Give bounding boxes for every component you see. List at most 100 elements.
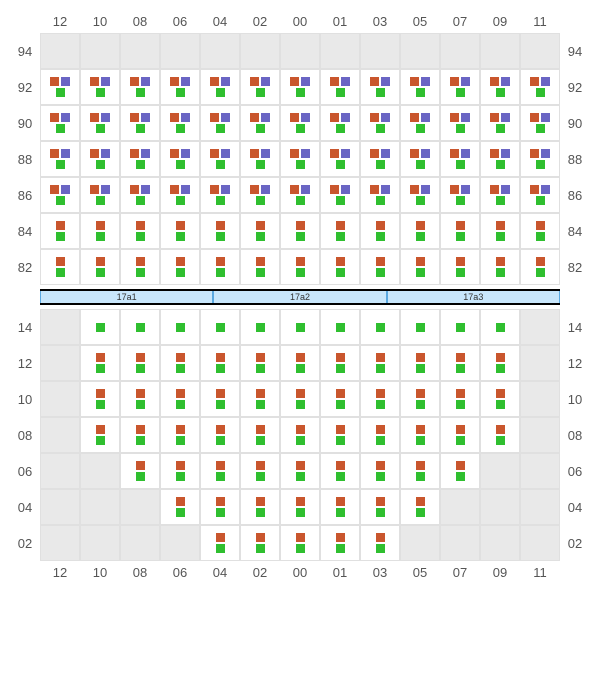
purple-marker bbox=[421, 149, 430, 158]
orange-marker bbox=[376, 389, 385, 398]
green-marker bbox=[176, 196, 185, 205]
orange-marker bbox=[450, 113, 459, 122]
orange-marker bbox=[290, 149, 299, 158]
row-label-left: 12 bbox=[10, 345, 40, 381]
orange-marker bbox=[490, 149, 499, 158]
orange-marker bbox=[256, 497, 265, 506]
green-marker bbox=[296, 400, 305, 409]
column-label: 09 bbox=[480, 10, 520, 33]
green-marker bbox=[456, 124, 465, 133]
grid-cell bbox=[280, 69, 320, 105]
grid-cell bbox=[320, 489, 360, 525]
grid-cell bbox=[360, 453, 400, 489]
green-marker bbox=[376, 323, 385, 332]
grid-cell bbox=[520, 213, 560, 249]
green-marker bbox=[416, 436, 425, 445]
grid-row: 0202 bbox=[10, 525, 590, 561]
grid-cell bbox=[360, 525, 400, 561]
green-marker bbox=[416, 268, 425, 277]
orange-marker bbox=[250, 113, 259, 122]
grid-cell bbox=[80, 381, 120, 417]
orange-marker bbox=[296, 497, 305, 506]
green-marker bbox=[96, 160, 105, 169]
purple-marker bbox=[381, 113, 390, 122]
orange-marker bbox=[170, 77, 179, 86]
grid-cell bbox=[240, 453, 280, 489]
green-marker bbox=[136, 268, 145, 277]
purple-marker bbox=[61, 113, 70, 122]
orange-marker bbox=[376, 257, 385, 266]
column-label: 03 bbox=[360, 10, 400, 33]
green-marker bbox=[456, 160, 465, 169]
row-label-left: 02 bbox=[10, 525, 40, 561]
grid-cell bbox=[160, 105, 200, 141]
grid-cell bbox=[520, 345, 560, 381]
grid-cell bbox=[480, 453, 520, 489]
grid-cell bbox=[480, 417, 520, 453]
row-label-left: 92 bbox=[10, 69, 40, 105]
orange-marker bbox=[496, 353, 505, 362]
green-marker bbox=[456, 436, 465, 445]
grid-cell bbox=[280, 213, 320, 249]
orange-marker bbox=[456, 461, 465, 470]
green-marker bbox=[456, 364, 465, 373]
green-marker bbox=[136, 323, 145, 332]
green-marker bbox=[96, 400, 105, 409]
orange-marker bbox=[530, 149, 539, 158]
grid-cell bbox=[40, 453, 80, 489]
column-label: 08 bbox=[120, 561, 160, 584]
orange-marker bbox=[296, 389, 305, 398]
green-marker bbox=[336, 160, 345, 169]
green-marker bbox=[176, 268, 185, 277]
green-marker bbox=[136, 160, 145, 169]
grid-cell bbox=[520, 417, 560, 453]
green-marker bbox=[96, 323, 105, 332]
orange-marker bbox=[496, 425, 505, 434]
row-label-left: 04 bbox=[10, 489, 40, 525]
grid-cell bbox=[520, 177, 560, 213]
grid-cell bbox=[400, 33, 440, 69]
green-marker bbox=[296, 364, 305, 373]
green-marker bbox=[56, 124, 65, 133]
grid-cell bbox=[80, 105, 120, 141]
green-marker bbox=[336, 472, 345, 481]
purple-marker bbox=[541, 149, 550, 158]
green-marker bbox=[456, 400, 465, 409]
grid-cell bbox=[120, 141, 160, 177]
orange-marker bbox=[296, 425, 305, 434]
green-marker bbox=[376, 364, 385, 373]
purple-marker bbox=[61, 149, 70, 158]
orange-marker bbox=[176, 497, 185, 506]
grid-cell bbox=[400, 141, 440, 177]
grid-cell bbox=[360, 381, 400, 417]
orange-marker bbox=[450, 149, 459, 158]
orange-marker bbox=[490, 77, 499, 86]
orange-marker bbox=[370, 149, 379, 158]
grid-cell bbox=[320, 69, 360, 105]
row-label-right: 94 bbox=[560, 33, 590, 69]
grid-cell bbox=[120, 453, 160, 489]
green-marker bbox=[176, 436, 185, 445]
orange-marker bbox=[376, 221, 385, 230]
grid-cell bbox=[200, 33, 240, 69]
grid-cell bbox=[400, 249, 440, 285]
purple-marker bbox=[421, 113, 430, 122]
orange-marker bbox=[376, 461, 385, 470]
grid-cell bbox=[360, 489, 400, 525]
grid-cell bbox=[120, 69, 160, 105]
green-marker bbox=[376, 508, 385, 517]
orange-marker bbox=[130, 149, 139, 158]
green-marker bbox=[216, 364, 225, 373]
green-marker bbox=[136, 196, 145, 205]
green-marker bbox=[256, 544, 265, 553]
orange-marker bbox=[530, 113, 539, 122]
orange-marker bbox=[256, 257, 265, 266]
purple-marker bbox=[461, 113, 470, 122]
green-marker bbox=[496, 436, 505, 445]
column-label: 00 bbox=[280, 10, 320, 33]
green-marker bbox=[216, 436, 225, 445]
orange-marker bbox=[216, 533, 225, 542]
green-marker bbox=[96, 436, 105, 445]
orange-marker bbox=[330, 185, 339, 194]
grid-cell bbox=[360, 69, 400, 105]
